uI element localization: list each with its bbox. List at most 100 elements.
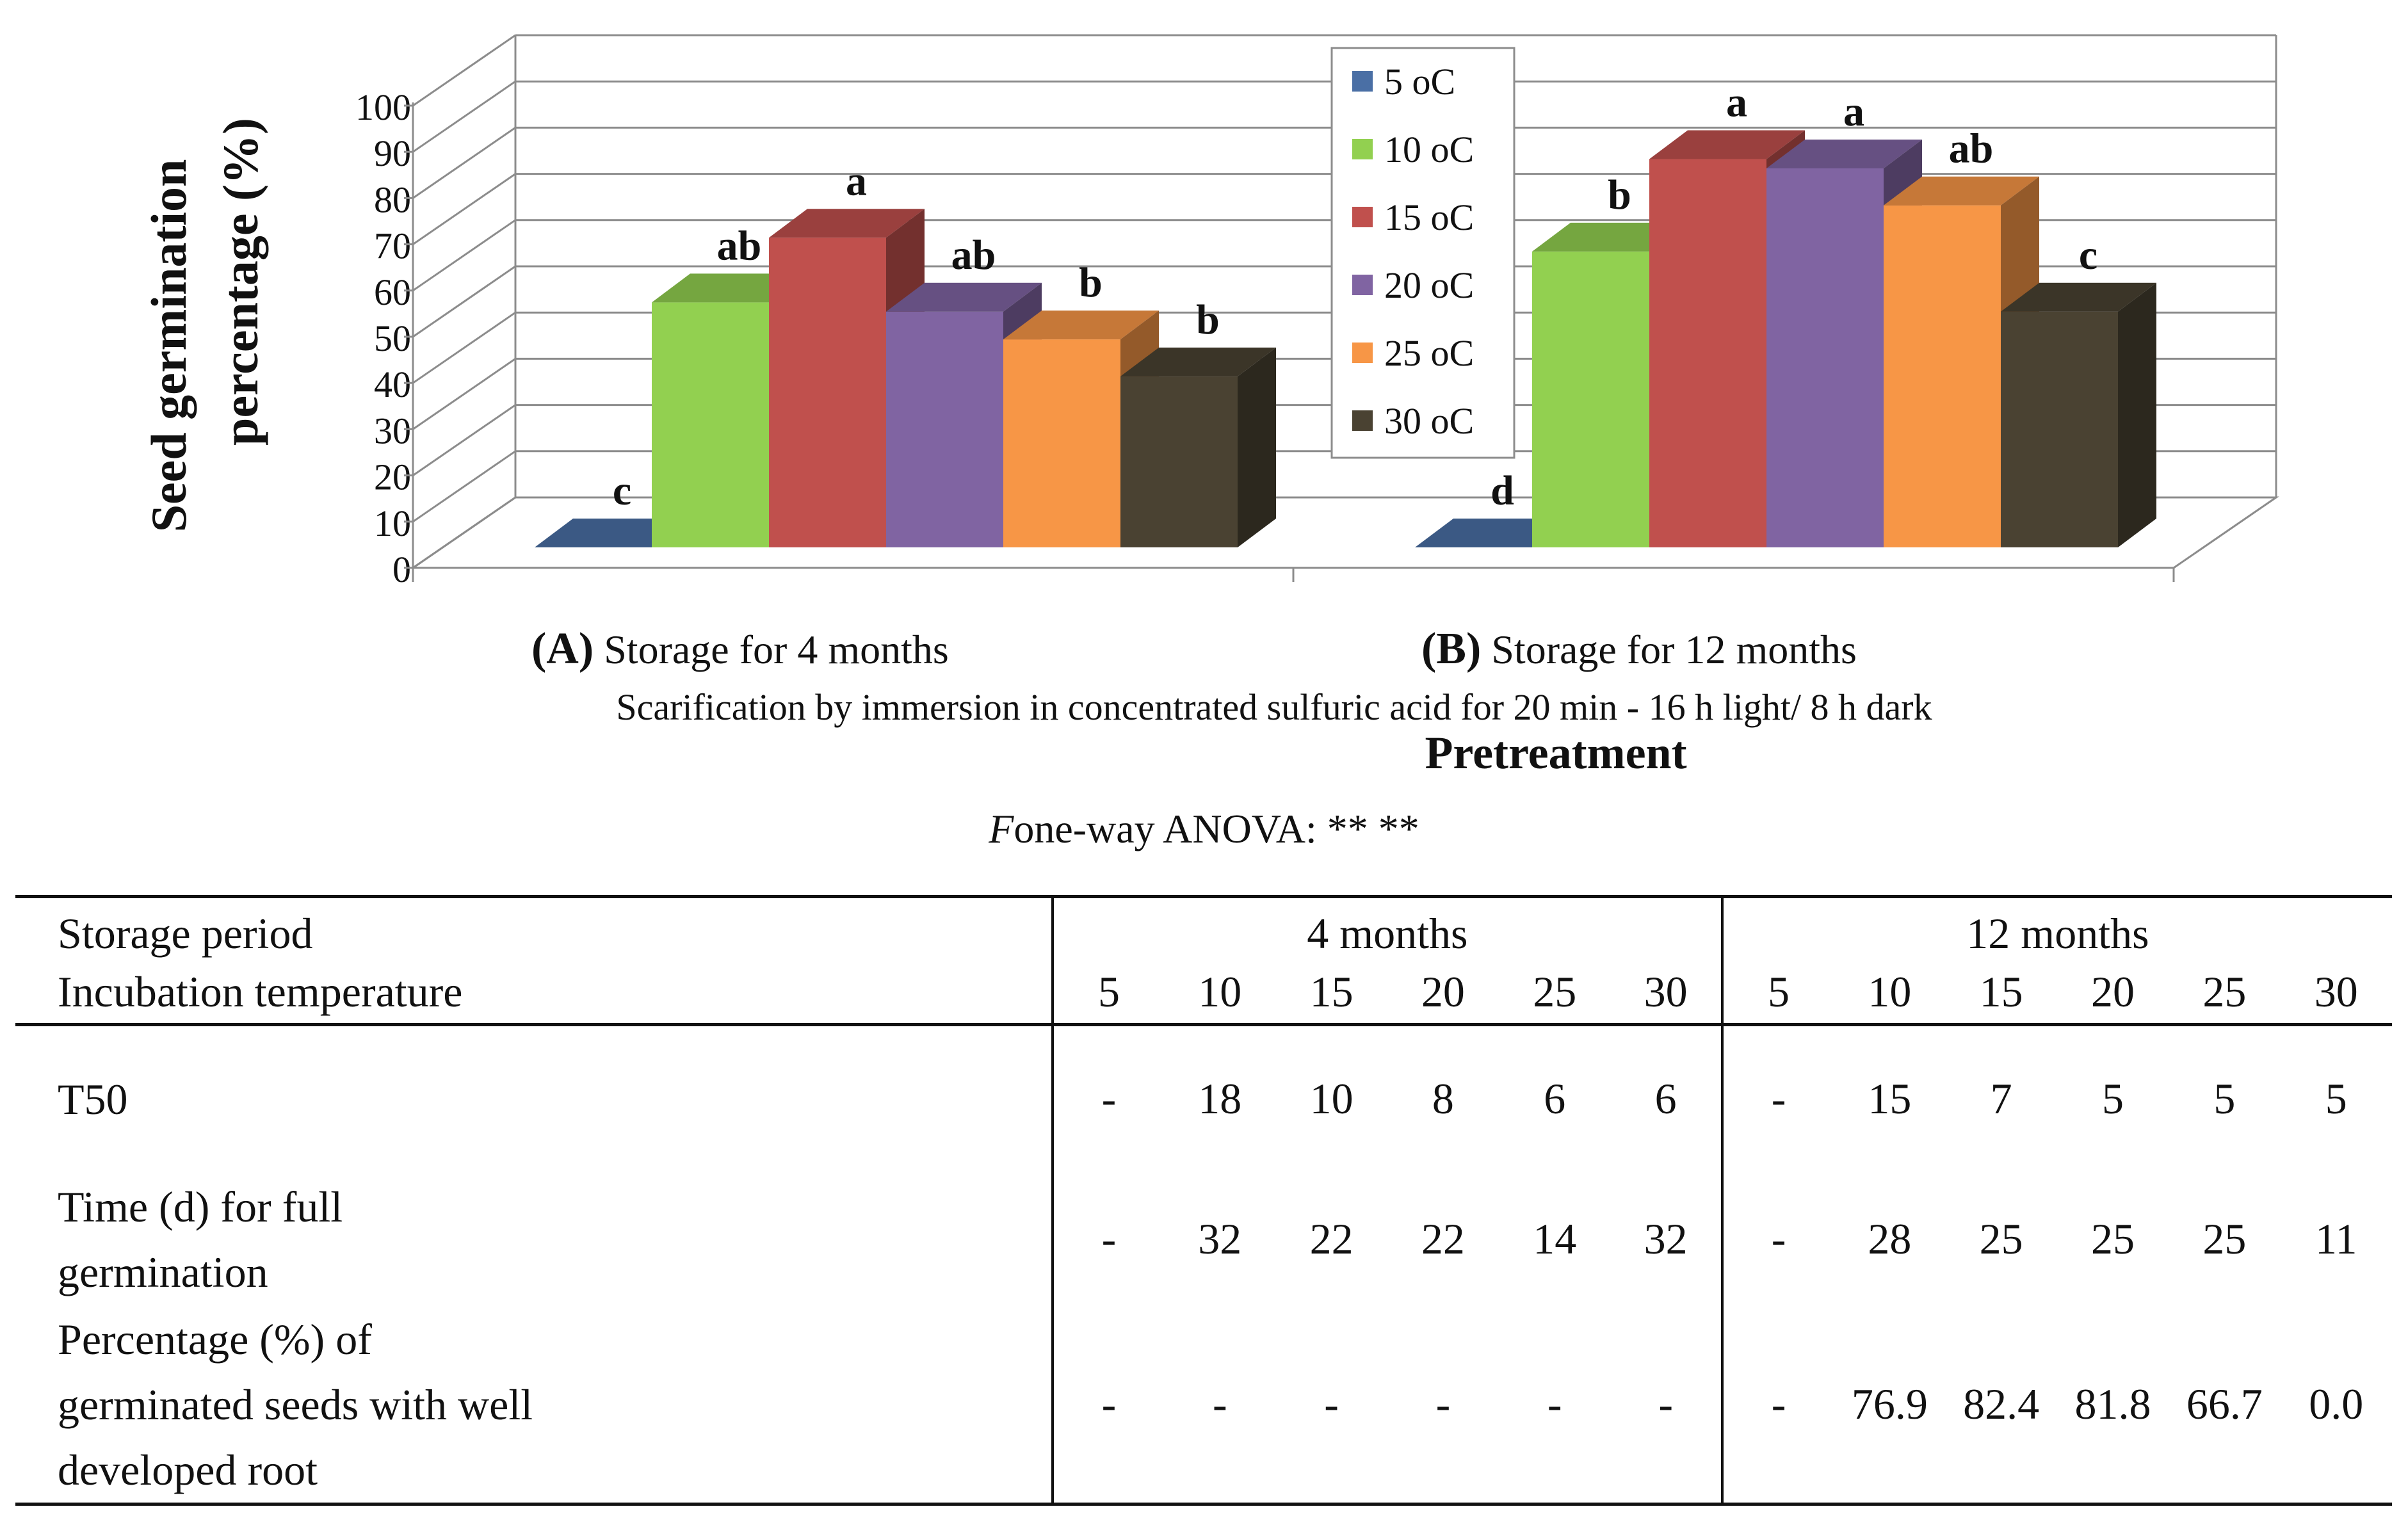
y-tick-label: 20 — [374, 456, 411, 498]
table-cell: 5 — [2325, 1074, 2347, 1124]
category-label: (B) Storage for 12 months — [1421, 624, 1857, 673]
table-cell: 18 — [1198, 1074, 1242, 1124]
bar-top — [886, 282, 1042, 312]
temperature-header: 15 — [1275, 960, 1387, 1026]
legend-label: 30 oC — [1384, 400, 1474, 442]
y-tick-label: 100 — [355, 86, 411, 128]
category-tag: (B) — [1421, 624, 1481, 673]
significance-letter: c — [613, 467, 631, 514]
legend-label: 10 oC — [1384, 129, 1474, 170]
gridline-slant — [412, 127, 516, 199]
table-cell: - — [1499, 1306, 1611, 1506]
bar-top — [1766, 139, 1922, 168]
results-table-body: Storage period 4 months 12 months Incubatio… — [15, 895, 2392, 1506]
category-name: Storage for 4 months — [594, 627, 949, 672]
gridline-slant — [412, 80, 516, 153]
significance-letter: c — [2079, 232, 2097, 278]
legend-swatch — [1352, 207, 1373, 227]
y-tick-label: 0 — [392, 549, 411, 590]
table-cell: 25 — [2202, 1214, 2247, 1263]
bar-front — [1003, 339, 1120, 547]
bar-top — [1415, 519, 1571, 547]
bar-front — [1532, 251, 1649, 547]
temperature-header: 5 — [1720, 960, 1834, 1026]
row-label-line: germination — [58, 1247, 268, 1296]
significance-letter: ab — [717, 222, 762, 269]
table-cell: - — [1720, 1172, 1834, 1307]
table-cell: - — [1720, 1306, 1834, 1506]
table-cell: 14 — [1533, 1214, 1577, 1263]
table-cell: 25 — [2091, 1214, 2135, 1263]
significance-letter: b — [1196, 296, 1220, 343]
bar-top — [1884, 176, 2039, 206]
category-tag: (A) — [531, 624, 594, 673]
table-cell: 32 — [1644, 1214, 1688, 1263]
chart-subtitle: Scarification by immersion in concentrat… — [616, 686, 1932, 728]
bar-front — [1120, 376, 1238, 547]
bar-front — [886, 311, 1003, 547]
legend-label: 25 oC — [1384, 332, 1474, 374]
table-cell: 8 — [1432, 1074, 1454, 1124]
y-tick-label: 10 — [374, 503, 411, 544]
temperature-header: 5 — [1051, 960, 1165, 1026]
legend-label: 20 oC — [1384, 264, 1474, 306]
significance-letter: ab — [951, 232, 996, 278]
bar-front — [1884, 205, 2001, 548]
table-cell: 5 — [2102, 1074, 2124, 1124]
storage-group-header: 12 months — [1720, 895, 2392, 961]
gridline-slant — [412, 219, 516, 292]
table-cell: 10 — [1309, 1074, 1353, 1124]
temperature-header: 25 — [2169, 960, 2281, 1026]
table-cell: 7 — [1990, 1074, 2012, 1124]
bar-top — [769, 209, 925, 238]
temperature-header: 10 — [1834, 960, 1946, 1026]
table-cell: 6 — [1654, 1074, 1677, 1124]
table-row: T50-18 10 8 6 6-15 7 5 5 5 — [15, 1024, 2392, 1172]
table-cell: 15 — [1868, 1074, 1912, 1124]
legend-swatch — [1352, 343, 1373, 363]
legend-label: 5 oC — [1384, 61, 1455, 102]
y-tick-label: 40 — [374, 364, 411, 405]
table-cell: - — [1051, 1172, 1165, 1307]
bar-front — [1766, 168, 1884, 548]
table-cell: 6 — [1544, 1074, 1566, 1124]
gridline-slant — [412, 34, 516, 107]
table-cell: 81.8 — [2056, 1306, 2169, 1506]
legend-box — [1330, 47, 1515, 459]
table-row: Percentage (%) of germinated seeds with w… — [15, 1306, 2392, 1506]
bar-top — [652, 273, 807, 303]
significance-letter: ab — [1949, 125, 1994, 172]
table-cell: - — [1051, 1024, 1165, 1172]
row-label-line: T50 — [58, 1074, 128, 1124]
gridline-slant — [412, 450, 516, 523]
bar-top — [1120, 347, 1276, 376]
temperature-header: 30 — [2280, 960, 2392, 1026]
bar-front — [769, 238, 886, 547]
legend-label: 15 oC — [1384, 197, 1474, 238]
row-label-line: germinated seeds with well — [58, 1380, 533, 1429]
temperature-header: 25 — [1499, 960, 1611, 1026]
bar-top — [1003, 310, 1159, 340]
table-row: Time (d) for full germination -32 22 22 14 32-… — [15, 1172, 2392, 1307]
temperature-header: 10 — [1164, 960, 1276, 1026]
storage-group-header: 4 months — [1051, 895, 1722, 961]
y-axis-title-line1: Seed germination — [141, 159, 197, 533]
results-table: Storage period 4 months 12 months Incubatio… — [15, 895, 2392, 1506]
bar-side — [1238, 347, 1276, 547]
category-label: (A) Storage for 4 months — [531, 624, 949, 673]
bar-front — [652, 302, 769, 547]
significance-letter: b — [1608, 172, 1631, 218]
table-cell: 32 — [1198, 1214, 1242, 1263]
y-tick-label: 80 — [374, 179, 411, 220]
anova-caption: Fone-way ANOVA: ** ** — [0, 805, 2408, 853]
row-label: Time (d) for full germination — [15, 1172, 1053, 1307]
bar-front — [1649, 159, 1766, 547]
legend-swatch — [1352, 139, 1373, 159]
temperature-header: 30 — [1610, 960, 1722, 1026]
significance-letter: b — [1079, 259, 1103, 306]
table-cell: 28 — [1868, 1214, 1912, 1263]
table-cell: - — [1720, 1024, 1834, 1172]
temperature-header: 15 — [1945, 960, 2057, 1026]
row-label: T50 — [15, 1025, 1053, 1172]
